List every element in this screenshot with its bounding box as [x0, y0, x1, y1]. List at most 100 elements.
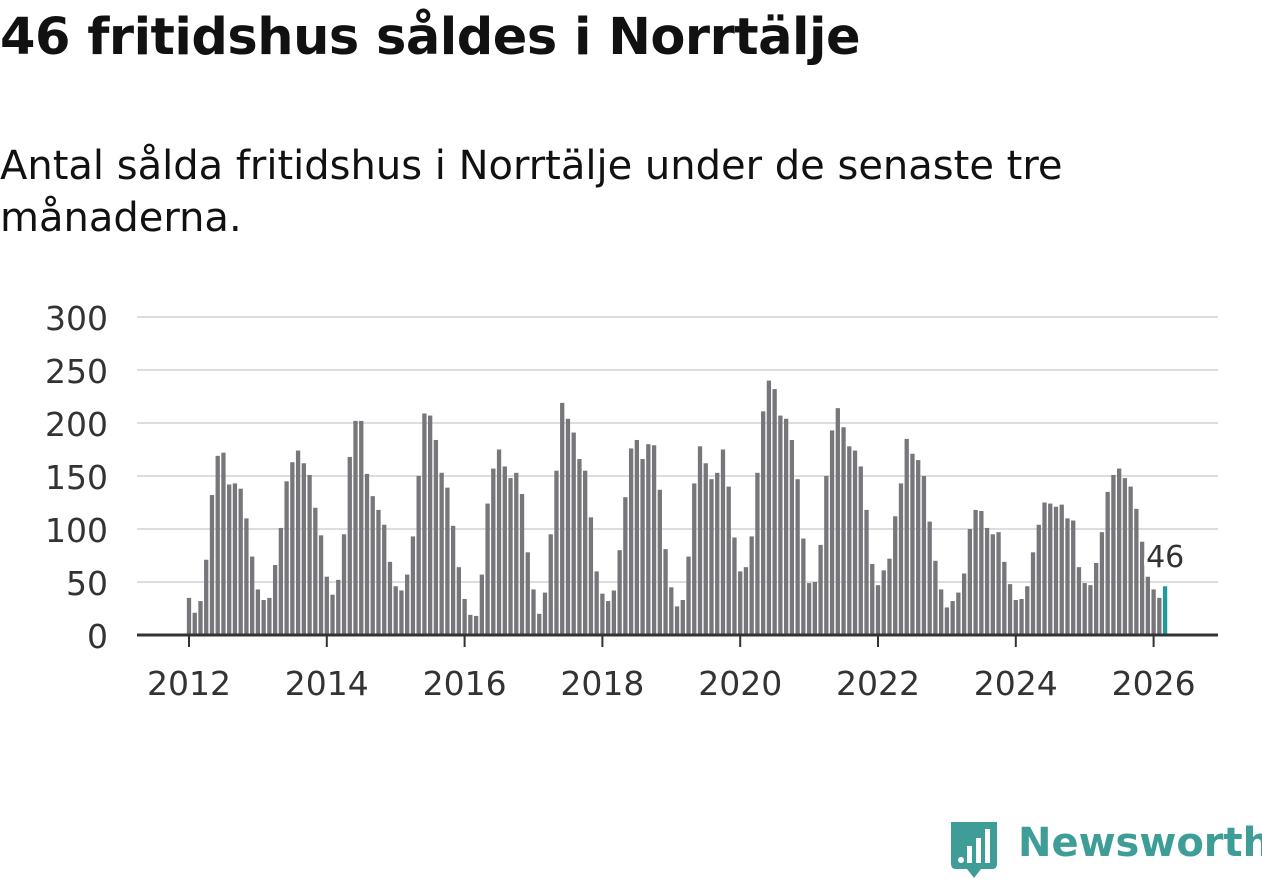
bar	[1030, 552, 1036, 635]
bar	[738, 571, 743, 635]
bar	[893, 516, 898, 635]
bar	[806, 583, 812, 635]
bar	[1048, 503, 1053, 635]
bar	[1088, 585, 1093, 635]
bar	[198, 601, 203, 635]
bar	[875, 585, 881, 635]
newsworthy-logo-icon	[951, 822, 997, 878]
bar	[904, 438, 909, 635]
bar	[583, 470, 588, 635]
bar	[215, 455, 220, 635]
bar	[933, 560, 938, 635]
bar	[250, 556, 255, 635]
bar	[290, 462, 295, 635]
bar	[927, 521, 932, 635]
bar	[749, 536, 754, 635]
chart-title: 46 fritidshus såldes i Norrtälje	[0, 8, 861, 67]
bar	[244, 518, 249, 635]
bar	[479, 574, 484, 635]
bar	[192, 612, 197, 635]
bar	[979, 510, 984, 635]
bar	[852, 450, 858, 635]
bar	[307, 474, 312, 635]
bar	[801, 538, 806, 635]
bar	[209, 495, 215, 635]
bar	[887, 558, 892, 635]
bar	[399, 590, 404, 635]
bar	[261, 600, 266, 635]
bar	[1042, 502, 1047, 635]
bar	[646, 444, 651, 635]
bar	[341, 534, 347, 635]
bar	[571, 432, 576, 635]
bar	[669, 587, 674, 635]
bar	[921, 476, 927, 635]
bar	[204, 559, 209, 635]
bar	[939, 589, 944, 635]
x-tick-label: 2018	[560, 664, 644, 703]
bar	[588, 517, 594, 635]
bar	[1002, 561, 1007, 635]
bar	[560, 402, 565, 635]
bar	[272, 565, 278, 635]
bar	[847, 446, 852, 635]
bar	[428, 415, 433, 635]
bar	[628, 448, 634, 635]
x-tick-label: 2014	[285, 664, 369, 703]
bar	[697, 446, 703, 635]
bar	[1139, 541, 1145, 635]
bar	[267, 597, 272, 635]
bar	[324, 576, 329, 635]
bar	[789, 439, 795, 635]
bar	[674, 606, 680, 635]
bar	[611, 590, 617, 635]
bar	[508, 478, 513, 635]
bar	[1025, 586, 1030, 635]
bar	[984, 527, 990, 635]
bar	[720, 449, 726, 635]
bar	[370, 496, 375, 635]
bar	[1128, 486, 1133, 635]
highlight-value-label: 46	[1146, 540, 1184, 575]
bar	[961, 573, 967, 635]
bar	[1082, 583, 1087, 635]
y-axis-ticks: 0 50 100 150 200 250 300	[45, 299, 108, 656]
y-tick-label: 300	[45, 299, 108, 338]
y-tick-label: 200	[45, 405, 108, 444]
bar	[519, 494, 525, 635]
y-tick-label: 100	[45, 511, 108, 550]
bar	[554, 470, 559, 635]
bar	[829, 430, 835, 635]
x-axis-ticks: 2012 2014 2016 2018 2020 2022 2024 2026	[147, 635, 1196, 703]
bar	[227, 484, 232, 635]
bar	[462, 598, 467, 635]
bar	[1053, 506, 1059, 635]
y-tick-label: 150	[45, 458, 108, 497]
bar	[1151, 589, 1156, 635]
bar	[410, 536, 416, 635]
bar	[456, 567, 462, 635]
bar	[686, 556, 691, 635]
bar	[1065, 518, 1070, 635]
y-tick-label: 0	[87, 617, 108, 656]
bar	[812, 582, 817, 635]
bar	[330, 594, 335, 635]
bar	[278, 527, 284, 635]
bar	[600, 593, 605, 635]
bar	[944, 607, 950, 635]
bar	[870, 563, 875, 635]
bar	[1019, 598, 1024, 635]
bar	[996, 532, 1001, 635]
newsworthy-logo: Newsworthy	[948, 818, 1262, 880]
x-tick-label: 2024	[974, 664, 1058, 703]
chart-subtitle: Antal sålda fritidshus i Norrtälje under…	[0, 143, 1063, 241]
bar	[772, 389, 777, 635]
bar	[967, 529, 973, 635]
bar	[295, 450, 301, 635]
bar	[640, 459, 645, 635]
bar	[715, 472, 720, 635]
bar	[881, 570, 886, 635]
bar	[473, 615, 479, 635]
bar	[680, 600, 685, 635]
